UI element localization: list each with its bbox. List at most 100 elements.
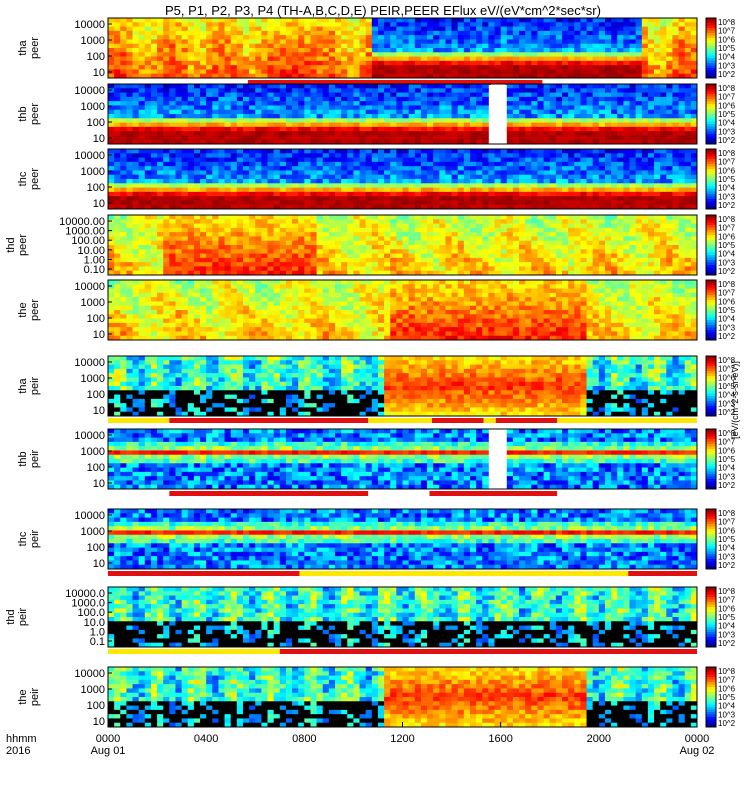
heatmap-cell [684,191,692,197]
heatmap-cell [267,105,275,111]
heatmap-cell [267,84,275,89]
heatmap-cell [390,114,397,119]
heatmap-cell [384,22,391,27]
heatmap-cell [273,196,281,201]
heatmap-cell [494,73,502,79]
heatmap-cell [500,157,508,163]
heatmap-cell [328,183,336,188]
heatmap-cell [279,219,287,224]
heatmap-cell [439,204,446,210]
heatmap-cell [365,257,373,263]
heatmap-cell [377,245,385,250]
heatmap-cell [255,35,262,40]
heatmap-cell [328,30,336,36]
heatmap-cell [390,183,397,188]
heatmap-cell [555,92,563,98]
heatmap-cell [635,35,643,40]
heatmap-cell [175,118,183,123]
heatmap-cell [365,131,373,136]
heatmap-cell [181,43,189,49]
heatmap-cell [187,149,195,154]
heatmap-cell [365,191,373,197]
heatmap-cell [298,179,305,184]
heatmap-cell [420,196,428,201]
heatmap-cell [255,43,262,49]
heatmap-cell [457,73,465,79]
heatmap-cell [414,22,422,27]
heatmap-cell [310,249,318,254]
heatmap-cell [206,266,213,272]
heatmap-cell [476,22,483,27]
heatmap-cell [666,73,673,79]
heatmap-cell [469,96,477,102]
heatmap-cell [138,266,146,272]
heatmap-cell [512,26,520,32]
heatmap-cell [157,204,164,210]
heatmap-cell [672,114,679,119]
heatmap-cell [341,240,348,246]
heatmap-cell [261,191,268,197]
heatmap-cell [108,157,115,163]
heatmap-cell [396,48,403,53]
heatmap-cell [157,240,164,246]
heatmap-cell [353,92,360,98]
heatmap-cell [144,170,152,176]
heatmap-cell [617,56,624,62]
heatmap-cell [604,126,612,132]
heatmap-cell [335,266,342,272]
heatmap-cell [206,56,213,62]
heatmap-cell [371,96,379,102]
heatmap-cell [488,240,495,246]
heatmap-cell [322,240,330,246]
heatmap-cell [120,56,127,62]
heatmap-cell [390,170,397,176]
heatmap-cell [114,92,121,98]
heatmap-cell [335,30,342,36]
heatmap-cell [371,48,379,53]
heatmap-cell [292,73,299,79]
heatmap-cell [224,149,232,154]
heatmap-cell [347,236,354,242]
heatmap-cell [150,88,158,93]
heatmap-cell [482,35,489,40]
heatmap-cell [451,262,459,267]
heatmap-cell [641,196,649,201]
heatmap-cell [592,126,600,132]
heatmap-cell [175,149,183,154]
heatmap-cell [169,153,176,158]
heatmap-cell [236,149,244,154]
heatmap-cell [506,245,514,250]
heatmap-cell [144,69,152,75]
heatmap-cell [690,204,698,210]
panel-frame [107,148,698,210]
heatmap-cell [249,88,256,93]
heatmap-cell [476,240,483,246]
heatmap-cell [212,105,219,111]
heatmap-cell [335,135,342,141]
heatmap-cell [598,65,606,70]
heatmap-cell [672,149,679,154]
heatmap-cell [273,48,281,53]
heatmap-cell [132,161,140,167]
heatmap-cell [457,18,465,23]
heatmap-cell [549,105,557,111]
heatmap-cell [279,109,287,115]
heatmap-cell [292,240,299,246]
heatmap-cell [335,73,342,79]
heatmap-cell [230,109,238,115]
heatmap-cell [181,170,189,176]
heatmap-cell [457,232,465,237]
heatmap-cell [157,26,164,32]
heatmap-cell [482,157,489,163]
heatmap-cell [408,73,416,79]
heatmap-cell [310,223,318,229]
heatmap-cell [371,187,379,193]
heatmap-cell [592,174,600,180]
heatmap-cell [598,39,606,45]
heatmap-cell [206,270,213,276]
heatmap-cell [371,39,379,45]
heatmap-cell [420,131,428,136]
heatmap-cell [439,161,446,167]
heatmap-cell [230,187,238,193]
heatmap-cell [531,73,538,79]
